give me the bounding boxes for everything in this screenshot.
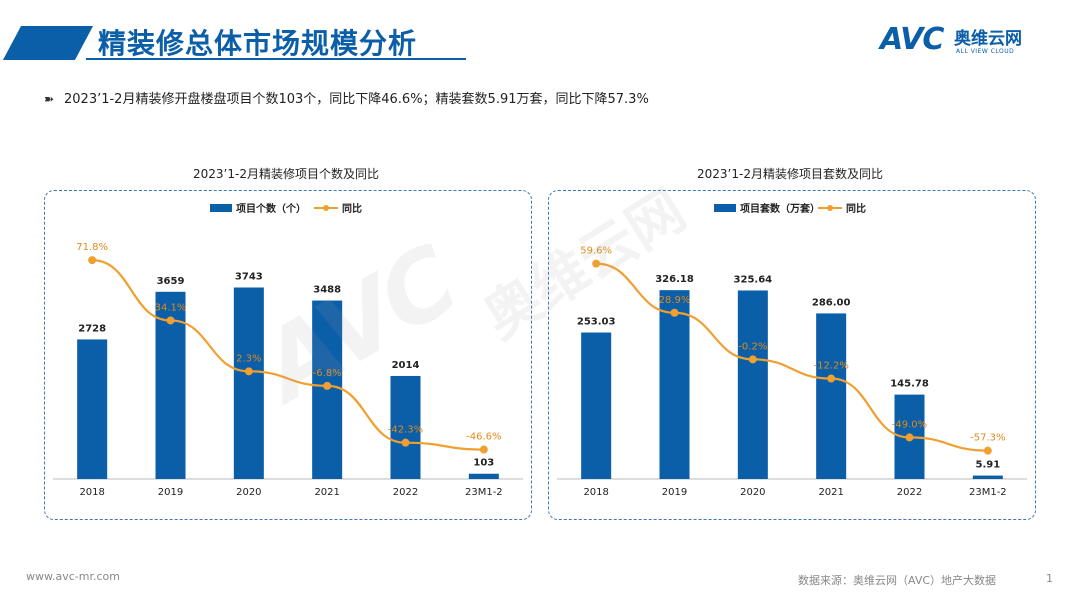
chart-1-svg: 项目个数（个） 同比 2728 2018 3659 2019 3743 2020 3488 202… xyxy=(53,202,523,498)
chart-2-svg: 项目套数（万套） 同比 253.03 2018 326.18 2019 325.64 2020… xyxy=(557,202,1027,498)
yoy-label-2019: 28.9% xyxy=(659,295,691,306)
bar-2019 xyxy=(659,290,690,479)
bar-2018 xyxy=(77,339,108,479)
x-tick-2020: 2020 xyxy=(740,487,765,498)
legend-bar-label: 项目个数（个） xyxy=(236,202,306,215)
bar-label-2021: 286.00 xyxy=(812,297,851,308)
yoy-label-23M1-2: -57.3% xyxy=(970,433,1005,444)
bar-2020 xyxy=(233,287,264,479)
chart-1-title: 2023’1-2月精装修项目个数及同比 xyxy=(193,167,379,181)
x-tick-2022: 2022 xyxy=(897,487,922,498)
bar-label-2019: 326.18 xyxy=(655,274,694,285)
yoy-point-2022 xyxy=(401,438,410,447)
x-tick-2018: 2018 xyxy=(79,487,104,498)
yoy-point-2021 xyxy=(323,381,332,390)
x-tick-2021: 2021 xyxy=(818,487,843,498)
footer-website: www.avc-mr.com xyxy=(26,570,120,583)
chart-1-panel: 项目个数（个） 同比 2728 2018 3659 2019 3743 2020 3488 202… xyxy=(44,190,532,520)
x-tick-2018: 2018 xyxy=(583,487,608,498)
yoy-label-2020: 2.3% xyxy=(236,353,261,364)
bar-label-2020: 325.64 xyxy=(734,274,773,285)
avc-logo: AVC 奥维云网 ALL VIEW CLOUD xyxy=(880,22,1060,62)
legend-bar-swatch xyxy=(714,204,736,212)
legend-line-label: 同比 xyxy=(342,202,362,215)
x-tick-2019: 2019 xyxy=(158,487,183,498)
page-number: 1 xyxy=(1046,572,1053,585)
yoy-point-2018 xyxy=(592,259,601,268)
bar-label-23M1-2: 5.91 xyxy=(975,460,1000,471)
x-tick-23M1-2: 23M1-2 xyxy=(465,487,503,498)
yoy-line xyxy=(596,262,988,452)
yoy-point-23M1-2 xyxy=(983,446,992,455)
yoy-point-2021 xyxy=(827,374,836,383)
yoy-point-2019 xyxy=(670,308,679,317)
bar-2022 xyxy=(390,375,421,479)
x-tick-2019: 2019 xyxy=(662,487,687,498)
x-tick-2020: 2020 xyxy=(236,487,261,498)
bar-label-2021: 3488 xyxy=(313,285,341,296)
yoy-point-2022 xyxy=(905,433,914,442)
yoy-label-2020: -0.2% xyxy=(738,341,767,352)
yoy-label-23M1-2: -46.6% xyxy=(466,432,501,443)
summary-line: ➽ 2023’1-2月精装修开盘楼盘项目个数103个，同比下降46.6%；精装套数… xyxy=(44,88,649,107)
legend-line-label: 同比 xyxy=(846,202,866,215)
bar-label-2018: 2728 xyxy=(78,323,106,334)
yoy-point-2018 xyxy=(88,256,97,265)
bar-label-23M1-2: 103 xyxy=(473,458,494,469)
bar-label-2019: 3659 xyxy=(157,276,185,287)
yoy-point-2020 xyxy=(244,367,253,376)
chart-2-panel: 项目套数（万套） 同比 253.03 2018 326.18 2019 325.64 2020… xyxy=(548,190,1036,520)
bar-label-2022: 2014 xyxy=(392,360,420,371)
yoy-label-2022: -49.0% xyxy=(892,419,927,430)
yoy-label-2021: -12.2% xyxy=(813,361,848,372)
x-tick-2021: 2021 xyxy=(314,487,339,498)
x-tick-2022: 2022 xyxy=(393,487,418,498)
bar-label-2022: 145.78 xyxy=(890,379,929,390)
logo-en-text: ALL VIEW CLOUD xyxy=(956,48,1015,55)
bar-label-2020: 3743 xyxy=(235,271,263,282)
yoy-point-23M1-2 xyxy=(479,445,488,454)
page-title: 精装修总体市场规模分析 xyxy=(98,27,418,60)
title-underline xyxy=(86,58,466,60)
legend-bar-label: 项目套数（万套） xyxy=(740,202,820,215)
bar-23M1-2 xyxy=(468,473,499,479)
legend-bar-swatch xyxy=(210,204,232,212)
legend-line-marker xyxy=(827,205,833,211)
logo-avc-text: AVC xyxy=(880,22,944,57)
yoy-point-2019 xyxy=(166,316,175,325)
footer-source: 数据来源：奥维云网（AVC）地产大数据 xyxy=(798,574,997,587)
yoy-label-2021: -6.8% xyxy=(313,368,342,379)
title-accent-shape xyxy=(2,26,94,60)
logo-cn-text: 奥维云网 xyxy=(954,29,1022,49)
yoy-label-2022: -42.3% xyxy=(388,425,423,436)
double-arrow-icon: ➽ xyxy=(44,92,55,106)
bar-23M1-2 xyxy=(972,475,1003,479)
yoy-label-2019: 34.1% xyxy=(155,302,187,313)
bar-2018 xyxy=(581,332,612,479)
x-tick-23M1-2: 23M1-2 xyxy=(969,487,1007,498)
summary-text: 2023’1-2月精装修开盘楼盘项目个数103个，同比下降46.6%；精装套数5… xyxy=(64,92,649,107)
yoy-label-2018: 59.6% xyxy=(580,246,612,257)
yoy-label-2018: 71.8% xyxy=(76,242,108,253)
bar-label-2018: 253.03 xyxy=(577,317,616,328)
bar-2021 xyxy=(816,313,847,479)
chart-2-title: 2023’1-2月精装修项目套数及同比 xyxy=(697,167,883,181)
yoy-point-2020 xyxy=(748,355,757,364)
legend-line-marker xyxy=(323,205,329,211)
bar-2020 xyxy=(737,290,768,479)
